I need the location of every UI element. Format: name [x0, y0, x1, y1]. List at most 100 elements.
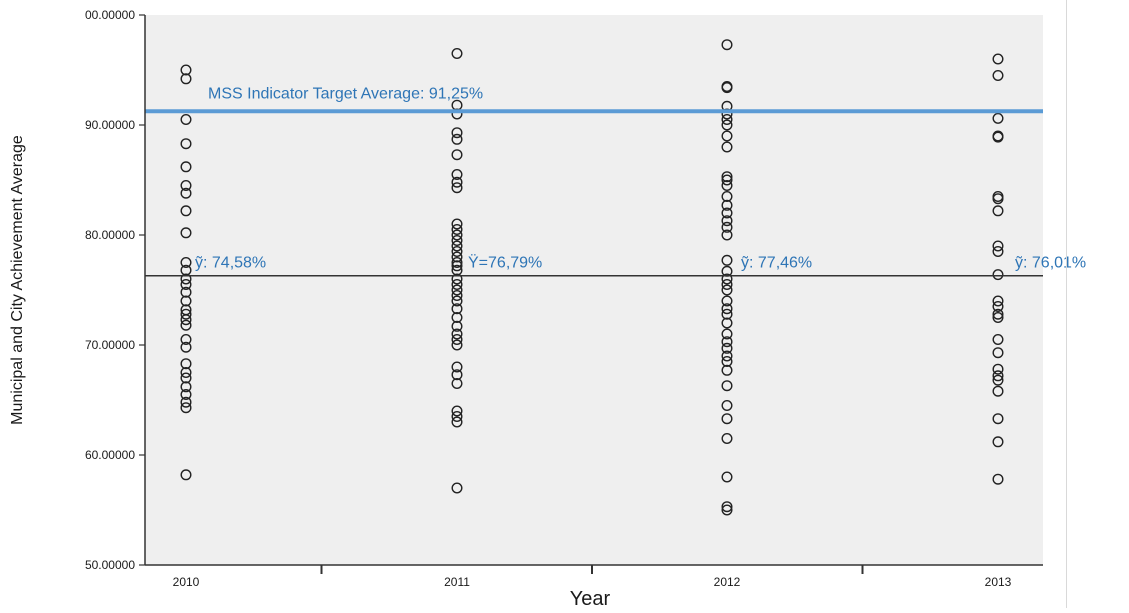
year-average-label: ỹ: 74,58% [195, 255, 266, 272]
data-point [721, 364, 733, 376]
data-point [451, 182, 463, 194]
data-point [992, 473, 1004, 485]
data-point [721, 380, 733, 392]
data-point [180, 73, 192, 85]
data-point [721, 413, 733, 425]
data-point [721, 119, 733, 131]
data-point [721, 336, 733, 348]
data-point [992, 385, 1004, 397]
data-point [721, 501, 733, 513]
year-average-label: ỹ: 77,46% [741, 255, 812, 272]
data-point [992, 269, 1004, 281]
data-point [451, 176, 463, 188]
data-point [992, 301, 1004, 313]
data-point [451, 218, 463, 230]
data-point [451, 312, 463, 324]
data-point [992, 131, 1004, 143]
data-point [992, 374, 1004, 386]
data-point [451, 303, 463, 315]
target-average-label: MSS Indicator Target Average: 91,25% [208, 85, 483, 102]
y-tick-label: 80.00000 [85, 228, 135, 242]
data-point [180, 227, 192, 239]
data-point [180, 257, 192, 269]
data-point [721, 284, 733, 296]
data-point [721, 254, 733, 266]
data-point [721, 342, 733, 354]
data-point [180, 179, 192, 191]
data-point [992, 312, 1004, 324]
data-point [451, 251, 463, 263]
data-point [451, 378, 463, 390]
annotations-layer: ỹ: 74,58% Ÿ=76,79% ỹ: 77,46% ỹ: 76,01% [195, 254, 1086, 272]
data-point [721, 400, 733, 412]
data-point [180, 402, 192, 414]
axes-layer [144, 15, 1043, 566]
data-point [721, 171, 733, 183]
data-point [721, 199, 733, 211]
y-ticks-layer: 50.00000 60.00000 70.00000 80.00000 90.00000… [85, 8, 145, 572]
data-point [992, 436, 1004, 448]
y-axis-title: Municipal and City Achievement Average [9, 135, 26, 425]
data-point [180, 187, 192, 199]
data-point [721, 308, 733, 320]
x-tick-label: 2013 [985, 575, 1012, 589]
data-point [451, 133, 463, 145]
data-point [451, 273, 463, 285]
data-point [992, 370, 1004, 382]
data-point [451, 284, 463, 296]
data-point [451, 127, 463, 139]
data-point [992, 295, 1004, 307]
data-point [180, 138, 192, 150]
data-point [721, 39, 733, 51]
data-point [451, 245, 463, 257]
data-point [721, 221, 733, 233]
data-point [451, 223, 463, 235]
data-point [180, 396, 192, 408]
data-point [451, 229, 463, 241]
data-point [721, 215, 733, 227]
data-point [992, 240, 1004, 252]
data-point [721, 356, 733, 368]
data-point [992, 69, 1004, 81]
data-point [992, 413, 1004, 425]
data-point [721, 317, 733, 329]
data-point [180, 358, 192, 370]
data-point [992, 308, 1004, 320]
data-point [180, 295, 192, 307]
x-tick-label: 2012 [714, 575, 741, 589]
data-point [180, 372, 192, 384]
data-point [451, 234, 463, 246]
data-point [451, 240, 463, 252]
data-point [992, 193, 1004, 205]
data-point [721, 350, 733, 362]
data-point [721, 279, 733, 291]
data-point [451, 320, 463, 332]
data-point [180, 308, 192, 320]
data-point [180, 64, 192, 76]
data-point [721, 471, 733, 483]
data-point [721, 82, 733, 94]
data-point [180, 286, 192, 298]
data-point [180, 341, 192, 353]
data-point [721, 179, 733, 191]
data-point [992, 334, 1004, 346]
y-tick-label: 90.00000 [85, 118, 135, 132]
data-point [721, 108, 733, 120]
data-point [180, 319, 192, 331]
data-point [451, 411, 463, 423]
year-average-label: Ÿ=76,79% [468, 254, 542, 272]
data-point [721, 190, 733, 202]
data-point [451, 168, 463, 180]
data-point [721, 229, 733, 241]
data-point [180, 314, 192, 326]
data-point [180, 279, 192, 291]
data-point [451, 108, 463, 120]
data-point [451, 295, 463, 307]
data-point [451, 334, 463, 346]
data-point [451, 482, 463, 494]
data-point [451, 328, 463, 340]
points-layer [180, 39, 1004, 516]
x-tick-label: 2010 [173, 575, 200, 589]
data-point [721, 504, 733, 516]
